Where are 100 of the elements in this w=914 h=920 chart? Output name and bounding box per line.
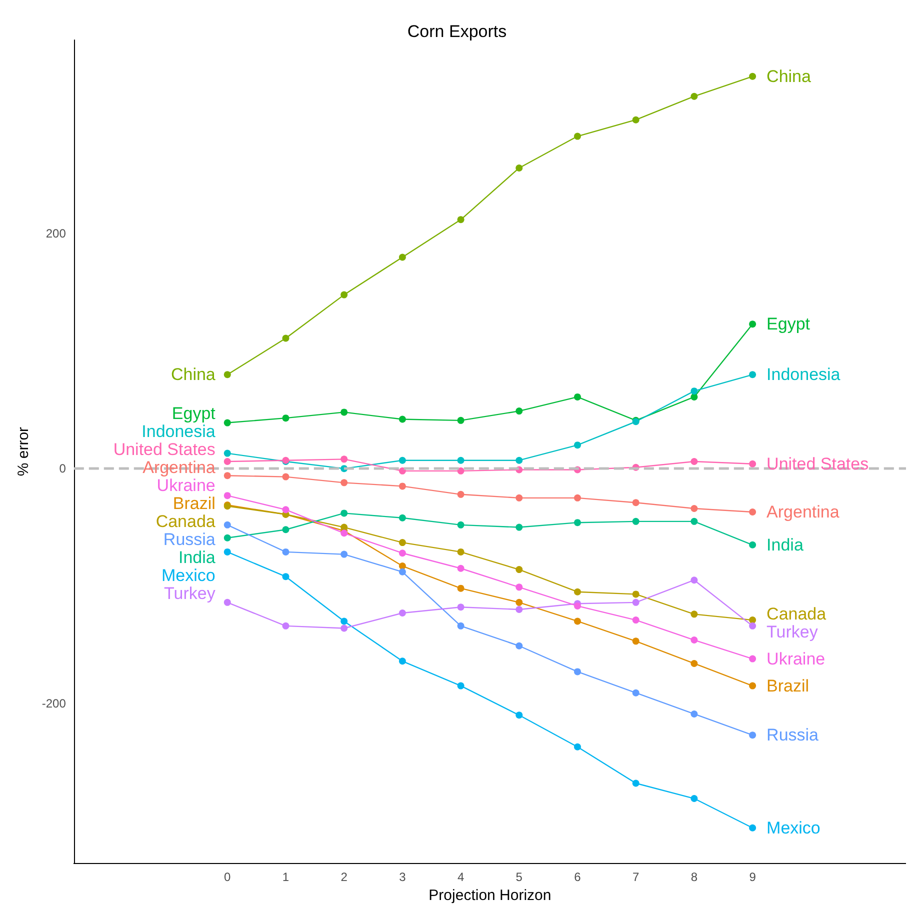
point <box>398 539 406 546</box>
point <box>632 780 640 787</box>
point <box>574 618 581 625</box>
series-label: Ukraine <box>156 476 216 495</box>
chart-title: Corn Exports <box>407 22 507 41</box>
point <box>457 416 464 424</box>
series-label: Argentina <box>142 458 216 477</box>
x-tick-label: 1 <box>282 870 290 884</box>
series-label: Russia <box>163 530 216 549</box>
point <box>398 568 406 576</box>
point <box>340 510 348 517</box>
series-label: Turkey <box>164 584 216 603</box>
text: India <box>178 548 216 567</box>
point <box>457 584 464 592</box>
point <box>282 526 290 534</box>
x-tick-label: 6 <box>574 870 582 884</box>
text: Turkey <box>766 622 818 642</box>
point <box>224 458 231 466</box>
point <box>398 658 406 665</box>
point <box>457 682 464 690</box>
point <box>516 494 523 502</box>
point <box>398 514 406 522</box>
x-axis-title: Projection Horizon <box>428 887 552 904</box>
point <box>282 573 290 580</box>
point <box>282 622 290 630</box>
point <box>574 393 581 400</box>
point <box>398 467 406 474</box>
point <box>749 508 756 516</box>
y-tick-label: -200 <box>42 696 66 710</box>
point <box>749 622 756 630</box>
series-label: India <box>766 535 804 554</box>
point <box>398 456 406 464</box>
point <box>457 564 464 572</box>
x-tick-label: 9 <box>749 870 756 884</box>
point <box>632 598 640 606</box>
point <box>398 416 406 423</box>
x-tick-label: 0 <box>224 870 232 884</box>
point <box>516 606 523 613</box>
point <box>516 584 523 591</box>
point <box>749 320 756 328</box>
point <box>749 72 756 80</box>
y-tick-label: 200 <box>46 226 66 241</box>
x-tick-label: 8 <box>690 870 698 884</box>
text: Russia <box>766 726 819 745</box>
point <box>340 479 348 486</box>
point <box>224 521 231 528</box>
point <box>457 622 464 630</box>
point <box>457 216 464 224</box>
point <box>340 291 348 298</box>
point <box>749 732 756 739</box>
point <box>749 460 756 468</box>
point <box>749 824 756 832</box>
point <box>690 710 698 718</box>
point <box>224 534 231 542</box>
series-label: Egypt <box>172 404 216 423</box>
point <box>398 550 406 557</box>
point <box>398 482 406 490</box>
x-tick-label: 5 <box>516 870 523 884</box>
point <box>282 506 290 514</box>
point <box>632 616 640 624</box>
point <box>398 562 406 570</box>
text: Canada <box>766 604 826 624</box>
point <box>574 588 581 596</box>
text: Mexico <box>162 566 216 585</box>
point <box>457 604 464 611</box>
point <box>224 492 231 500</box>
point <box>574 519 581 526</box>
x-tick-label: 7 <box>632 870 640 884</box>
point <box>457 456 464 464</box>
point <box>224 450 231 457</box>
point <box>340 624 348 632</box>
point <box>457 490 464 498</box>
point <box>690 505 698 512</box>
point <box>690 660 698 667</box>
point <box>224 548 231 556</box>
text: China <box>766 66 811 86</box>
point <box>457 548 464 556</box>
point <box>340 456 348 463</box>
point <box>632 499 640 506</box>
point <box>516 408 523 415</box>
point <box>340 408 348 416</box>
point <box>690 610 698 618</box>
point <box>690 92 698 100</box>
point <box>340 550 348 558</box>
point <box>282 414 290 422</box>
point <box>398 610 406 616</box>
point <box>224 472 231 480</box>
point <box>574 668 581 676</box>
point <box>224 419 231 426</box>
series-label: Brazil <box>172 494 216 513</box>
text: Indonesia <box>142 422 216 441</box>
point <box>457 521 464 528</box>
point <box>282 548 290 556</box>
point <box>224 371 231 378</box>
point <box>340 618 348 625</box>
point <box>632 638 640 645</box>
series-label: Indonesia <box>766 365 841 384</box>
point <box>282 334 290 342</box>
text: Ukraine <box>766 649 826 668</box>
point <box>632 689 640 696</box>
